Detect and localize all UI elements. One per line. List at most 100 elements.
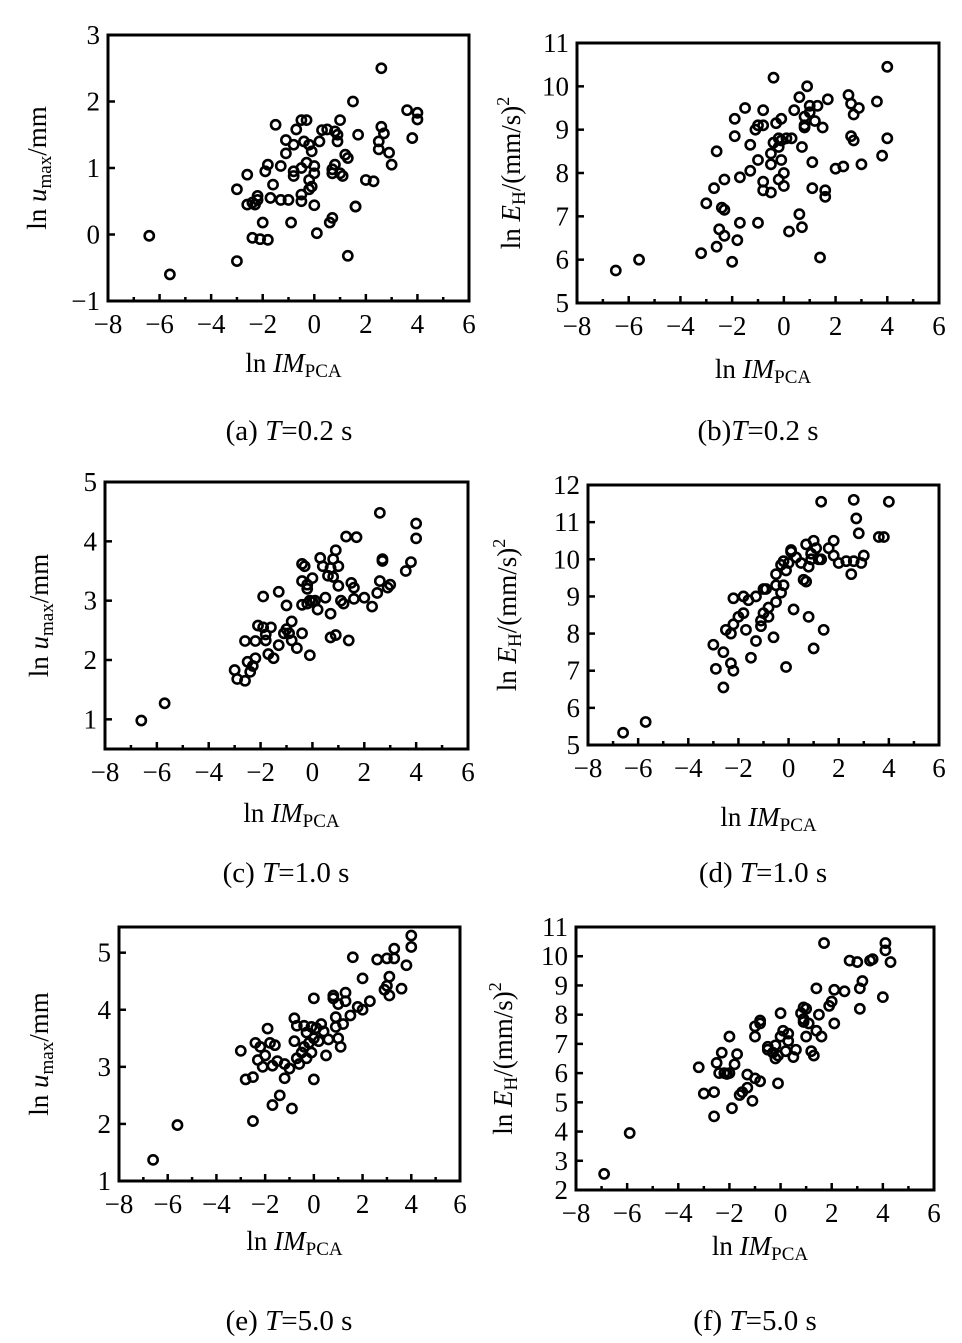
panel-caption: (f) T=5.0 s xyxy=(693,1305,817,1337)
data-point xyxy=(757,104,770,117)
data-point xyxy=(882,495,895,508)
y-tick-label: 1 xyxy=(84,704,98,734)
data-point xyxy=(308,167,321,180)
data-point xyxy=(371,587,384,599)
data-point xyxy=(803,99,816,112)
data-point xyxy=(329,629,342,641)
data-point xyxy=(383,989,396,1002)
x-tick-label: 0 xyxy=(777,311,791,341)
data-point xyxy=(876,991,889,1004)
data-point xyxy=(303,649,316,662)
data-point xyxy=(734,216,746,229)
data-point xyxy=(259,165,272,178)
x-axis-label: ln IMPCA xyxy=(712,1231,808,1265)
x-tick-label: 2 xyxy=(356,1189,370,1219)
y-tick-label: 1 xyxy=(87,153,101,183)
data-point xyxy=(793,91,806,104)
y-tick-label: 11 xyxy=(542,912,568,942)
y-tick-label: 9 xyxy=(556,115,570,145)
data-point xyxy=(807,1049,820,1062)
data-point xyxy=(837,160,850,173)
data-point xyxy=(851,956,864,968)
data-point xyxy=(305,145,318,158)
data-point xyxy=(741,1081,754,1094)
data-point xyxy=(239,674,251,687)
data-point xyxy=(339,995,352,1008)
data-point xyxy=(265,621,277,634)
y-tick-label: 5 xyxy=(555,1087,569,1117)
data-point xyxy=(710,240,723,253)
data-point xyxy=(319,591,332,604)
data-point xyxy=(828,983,841,996)
data-point xyxy=(329,544,342,557)
plot-frame xyxy=(574,925,936,1192)
data-point xyxy=(306,572,319,585)
panel-caption: (d) T=1.0 s xyxy=(699,857,827,889)
data-point xyxy=(710,145,723,158)
data-point xyxy=(852,527,865,540)
data-point xyxy=(727,664,740,677)
data-point xyxy=(247,1115,259,1127)
x-tick-label: 4 xyxy=(876,1198,890,1228)
y-tick-label: 7 xyxy=(555,1029,569,1059)
data-point xyxy=(251,190,264,202)
data-point xyxy=(811,99,824,112)
data-point xyxy=(816,121,829,134)
x-tick-label: 2 xyxy=(358,757,372,787)
plot-frame xyxy=(106,33,471,303)
data-point xyxy=(708,1110,720,1123)
data-point xyxy=(744,164,757,177)
x-tick-label: −8 xyxy=(94,309,123,339)
y-tick-label: 12 xyxy=(553,470,580,500)
data-point xyxy=(135,714,148,727)
y-tick-label: 3 xyxy=(98,1052,112,1082)
data-point xyxy=(697,1087,710,1100)
data-point xyxy=(400,959,413,972)
data-point xyxy=(383,970,396,983)
data-point xyxy=(352,128,365,141)
data-point xyxy=(334,1040,347,1053)
data-point xyxy=(283,1062,296,1075)
data-point xyxy=(819,184,832,197)
data-point xyxy=(298,560,311,573)
data-point xyxy=(388,942,401,955)
data-point xyxy=(815,553,828,566)
data-point xyxy=(247,1071,259,1084)
y-tick-label: 0 xyxy=(87,220,101,250)
panel-caption: (c) T=1.0 s xyxy=(223,857,350,889)
data-point xyxy=(800,1002,813,1015)
y-tick-label: 9 xyxy=(555,970,569,1000)
data-point xyxy=(301,582,314,595)
data-point xyxy=(765,186,777,199)
data-point xyxy=(723,1067,736,1080)
data-point xyxy=(371,953,384,966)
data-point xyxy=(348,581,360,594)
data-point xyxy=(762,610,775,623)
data-point xyxy=(757,119,770,132)
y-tick-label: 8 xyxy=(555,1000,569,1030)
data-point xyxy=(815,495,828,508)
data-point xyxy=(813,1008,825,1021)
data-point xyxy=(346,951,359,964)
x-tick-label: −2 xyxy=(724,753,753,783)
data-point xyxy=(290,123,303,136)
data-point xyxy=(267,178,279,191)
plot-frame xyxy=(117,925,462,1183)
data-point xyxy=(879,937,892,949)
y-tick-label: −1 xyxy=(71,286,100,316)
y-axis-label: ln EH/(mm/s)2 xyxy=(485,982,522,1135)
data-point xyxy=(855,158,868,171)
y-tick-label: 2 xyxy=(98,1109,112,1139)
data-point xyxy=(796,221,808,234)
data-point xyxy=(286,1102,298,1115)
y-tick-label: 4 xyxy=(84,526,98,556)
data-point xyxy=(285,615,298,628)
x-tick-label: −4 xyxy=(664,1198,693,1228)
data-point xyxy=(290,642,303,655)
data-point xyxy=(331,128,344,141)
data-point xyxy=(808,115,821,127)
x-axis-label: ln IMPCA xyxy=(246,1226,342,1260)
data-point xyxy=(772,1077,784,1090)
data-point xyxy=(737,607,750,620)
data-point xyxy=(708,1086,720,1099)
